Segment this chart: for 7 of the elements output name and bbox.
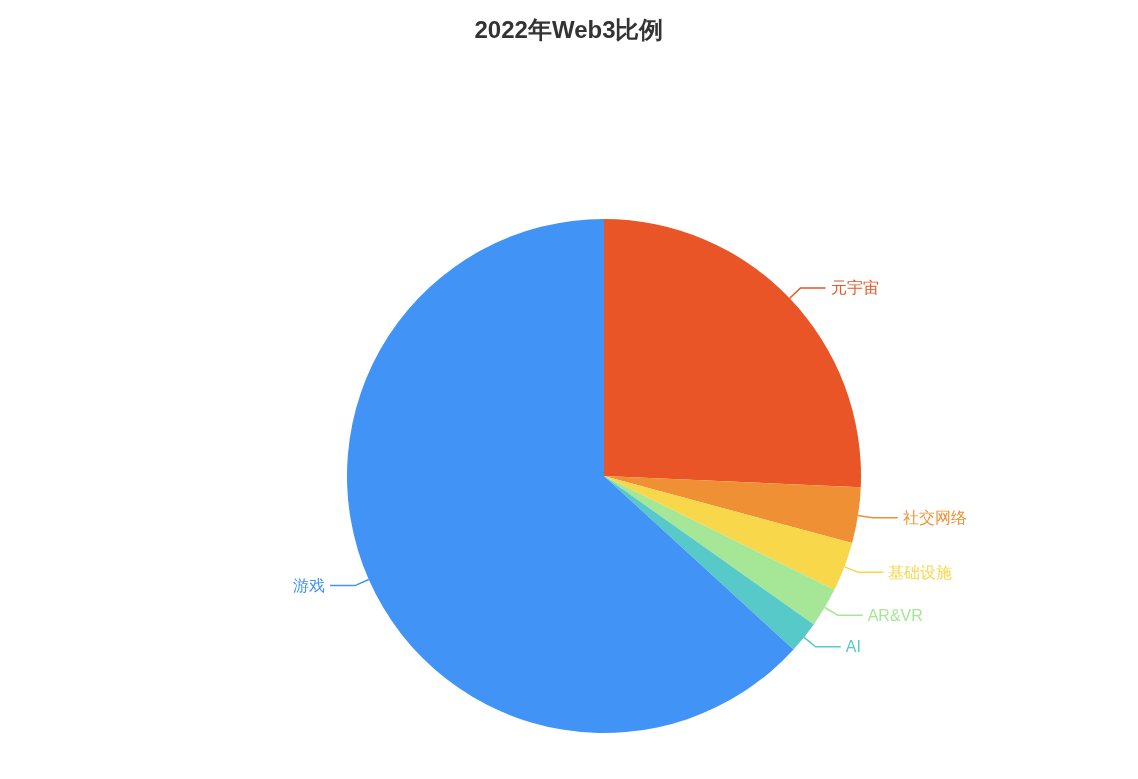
chart-title: 2022年Web3比例: [474, 15, 664, 43]
slice-label: AR&VR: [867, 606, 923, 624]
slice-label: 元宇宙: [830, 279, 879, 297]
slice-label: 社交网络: [902, 509, 967, 527]
slice-label: 基础设施: [888, 563, 953, 581]
slice-label: AI: [845, 638, 861, 656]
slice-label: 游戏: [293, 577, 326, 595]
